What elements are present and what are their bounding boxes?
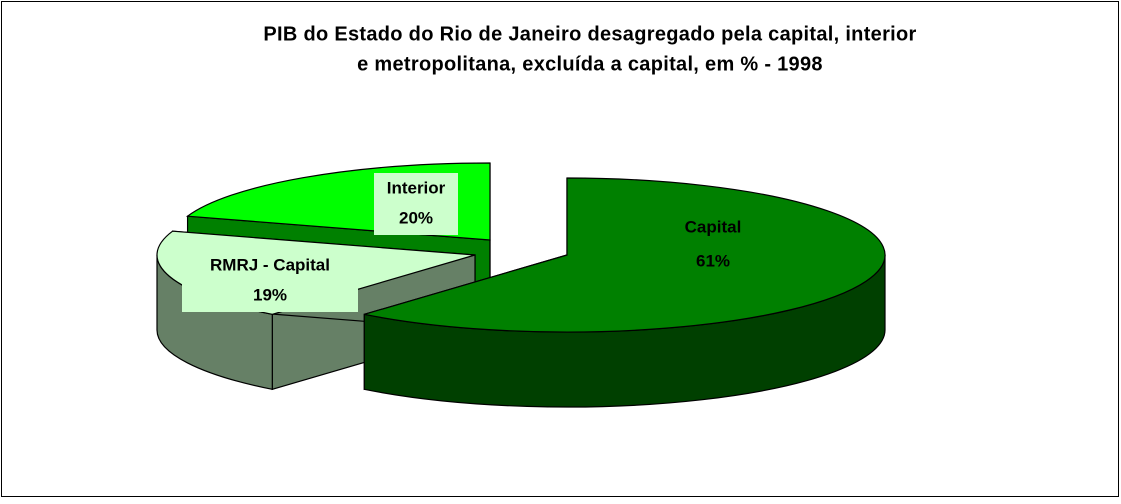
- slice-value-label: 61%: [696, 251, 730, 270]
- chart-title: PIB do Estado do Rio de Janeiro desagreg…: [263, 23, 916, 45]
- label-box: [182, 250, 358, 312]
- slice-label: RMRJ - Capital: [210, 255, 330, 274]
- slice-value-label: 19%: [253, 285, 287, 304]
- slice-label: Capital: [685, 217, 742, 236]
- pie-slice: [364, 177, 886, 333]
- label-box: [374, 173, 458, 235]
- slice-label: Interior: [387, 178, 446, 197]
- chart-title: e metropolitana, excluída a capital, em …: [357, 53, 823, 75]
- slice-value-label: 20%: [399, 208, 433, 227]
